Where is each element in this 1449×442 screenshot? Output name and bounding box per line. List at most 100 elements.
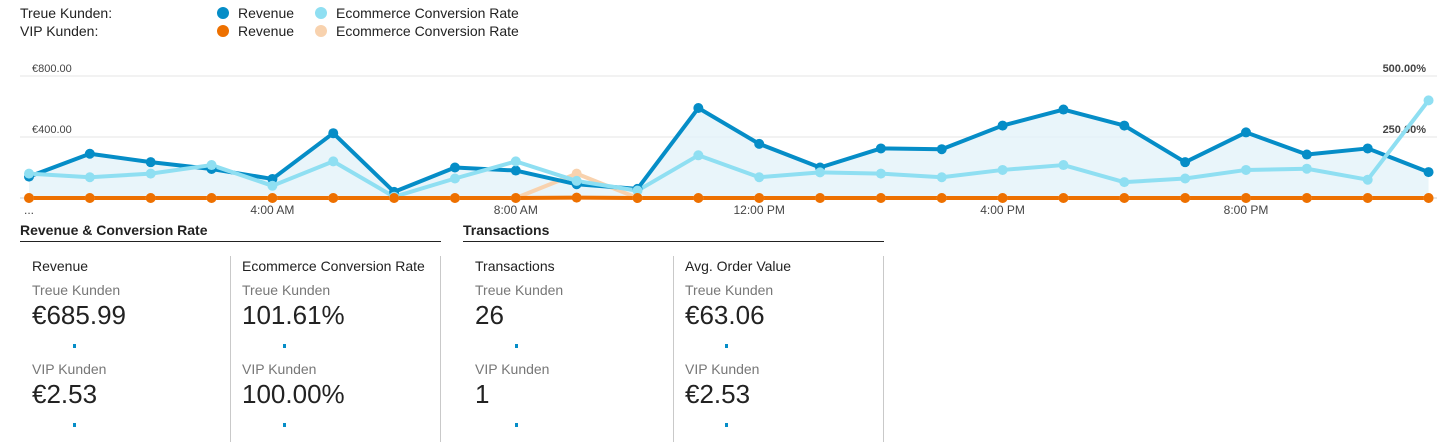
data-point xyxy=(510,165,521,176)
data-point xyxy=(936,144,947,155)
data-point xyxy=(1119,193,1130,203)
metric-value: 100.00% xyxy=(242,379,345,409)
dot-icon xyxy=(315,25,327,37)
data-point xyxy=(267,173,278,184)
data-point xyxy=(815,167,826,178)
scorecard-title: Revenue xyxy=(32,258,89,274)
legend-item-treue-conversion[interactable]: Ecommerce Conversion Rate xyxy=(315,5,519,21)
y-axis-left-tick-label: €400.00 xyxy=(32,124,72,136)
data-point xyxy=(24,193,34,203)
legend-item-label: Revenue xyxy=(238,23,295,39)
data-point xyxy=(997,193,1008,203)
data-point xyxy=(1119,177,1130,188)
data-point xyxy=(936,193,947,203)
scorecard-title: Ecommerce Conversion Rate xyxy=(242,258,425,274)
data-point xyxy=(206,193,217,203)
dot-icon xyxy=(315,7,327,19)
data-point xyxy=(693,150,704,161)
y-axis-left-tick-label: €800.00 xyxy=(32,63,72,75)
data-point xyxy=(815,193,826,203)
segment-name: VIP Kunden xyxy=(32,361,107,377)
sparkline-mark xyxy=(73,344,76,348)
data-point xyxy=(449,173,460,184)
scorecard-avg-order-value[interactable]: Avg. Order Value Treue Kunden €63.06 VIP… xyxy=(673,256,884,442)
metric-value: 26 xyxy=(475,300,504,330)
metric-value: €2.53 xyxy=(32,379,98,409)
dot-icon xyxy=(217,7,229,19)
data-point xyxy=(267,180,278,191)
data-point xyxy=(936,172,947,183)
x-axis-tick-label: 8:00 AM xyxy=(494,203,538,217)
data-point xyxy=(875,168,886,179)
section-transactions: Transactions Transactions Treue Kunden 2… xyxy=(463,222,884,442)
data-point xyxy=(693,103,704,114)
legend-segment-label: Treue Kunden: xyxy=(20,5,113,21)
dot-icon xyxy=(217,25,229,37)
data-point xyxy=(1180,157,1191,168)
sparkline-mark xyxy=(725,344,728,348)
data-point xyxy=(1423,167,1434,178)
data-point xyxy=(1241,193,1251,203)
data-point xyxy=(24,168,34,179)
metric-value: 101.61% xyxy=(242,300,345,330)
data-point xyxy=(1058,193,1069,203)
data-point xyxy=(754,193,765,203)
legend-item-treue-revenue[interactable]: Revenue xyxy=(217,5,294,21)
segment-name: VIP Kunden xyxy=(242,361,317,377)
legend-segment-label: VIP Kunden: xyxy=(20,23,99,39)
series-line xyxy=(28,106,1430,194)
data-point xyxy=(632,193,643,203)
data-point xyxy=(206,160,217,171)
data-point xyxy=(84,172,95,183)
scorecard-conversion-rate[interactable]: Ecommerce Conversion Rate Treue Kunden 1… xyxy=(230,256,441,442)
section-title: Transactions xyxy=(463,222,884,242)
data-point xyxy=(449,193,460,203)
data-point xyxy=(875,193,886,203)
metric-value: €63.06 xyxy=(685,300,765,330)
data-point xyxy=(1180,193,1191,203)
data-point xyxy=(1423,193,1434,203)
data-point xyxy=(267,193,278,203)
segment-name: Treue Kunden xyxy=(242,282,331,298)
metric-value: €2.53 xyxy=(685,379,751,409)
metric-value: €685.99 xyxy=(32,300,126,330)
data-point xyxy=(693,193,704,203)
data-point xyxy=(571,192,582,203)
data-point xyxy=(1362,143,1373,154)
data-point xyxy=(1180,173,1191,184)
x-axis-tick-label: 12:00 PM xyxy=(734,203,785,217)
data-point xyxy=(1301,193,1312,203)
x-axis-tick-label: ... xyxy=(24,203,34,217)
metric-value: 1 xyxy=(475,379,490,409)
data-point xyxy=(1362,193,1373,203)
data-point xyxy=(145,193,156,203)
legend-item-vip-revenue[interactable]: Revenue xyxy=(217,23,294,39)
x-axis-tick-label: 4:00 AM xyxy=(250,203,294,217)
legend-item-vip-conversion[interactable]: Ecommerce Conversion Rate xyxy=(315,23,519,39)
scorecard-transactions[interactable]: Transactions Treue Kunden 26 VIP Kunden … xyxy=(463,256,674,442)
sparkline-mark xyxy=(283,344,286,348)
data-point xyxy=(145,168,156,179)
sparkline-mark xyxy=(515,344,518,348)
series-area xyxy=(29,108,1429,198)
x-axis-tick-label: 4:00 PM xyxy=(980,203,1025,217)
data-point xyxy=(1301,149,1312,160)
data-point xyxy=(754,138,765,149)
data-point xyxy=(328,193,339,203)
data-point xyxy=(1241,164,1251,175)
scorecard-revenue[interactable]: Revenue Treue Kunden €685.99 VIP Kunden … xyxy=(20,256,231,442)
segment-name: VIP Kunden xyxy=(685,361,760,377)
sparkline-mark xyxy=(515,423,518,427)
data-point xyxy=(754,172,765,183)
data-point xyxy=(997,164,1008,175)
data-point xyxy=(328,128,339,139)
data-point xyxy=(1058,104,1069,115)
data-point xyxy=(389,193,400,203)
data-point xyxy=(145,157,156,168)
data-point xyxy=(1058,160,1069,171)
sparkline-mark xyxy=(725,423,728,427)
data-point xyxy=(1241,127,1251,138)
data-point xyxy=(997,120,1008,131)
data-point xyxy=(84,148,95,159)
